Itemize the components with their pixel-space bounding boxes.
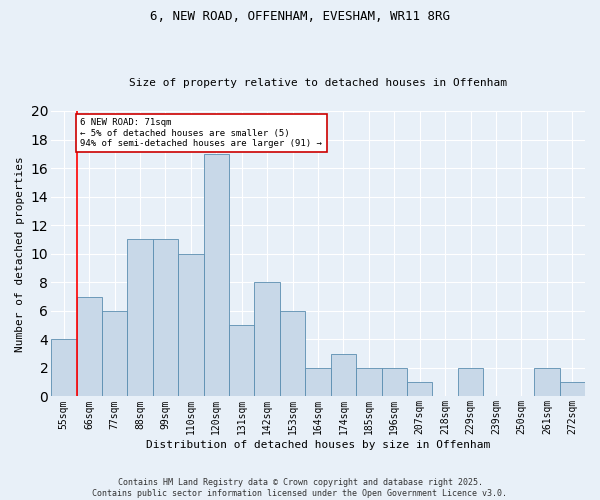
- Bar: [305, 368, 331, 396]
- Bar: [382, 368, 407, 396]
- X-axis label: Distribution of detached houses by size in Offenham: Distribution of detached houses by size …: [146, 440, 490, 450]
- Text: 6, NEW ROAD, OFFENHAM, EVESHAM, WR11 8RG: 6, NEW ROAD, OFFENHAM, EVESHAM, WR11 8RG: [150, 10, 450, 23]
- Bar: [127, 240, 153, 396]
- Bar: [560, 382, 585, 396]
- Bar: [51, 340, 77, 396]
- Bar: [229, 325, 254, 396]
- Bar: [356, 368, 382, 396]
- Bar: [331, 354, 356, 397]
- Title: Size of property relative to detached houses in Offenham: Size of property relative to detached ho…: [129, 78, 507, 88]
- Bar: [203, 154, 229, 396]
- Bar: [458, 368, 484, 396]
- Bar: [178, 254, 203, 396]
- Bar: [254, 282, 280, 397]
- Bar: [534, 368, 560, 396]
- Bar: [153, 240, 178, 396]
- Text: Contains HM Land Registry data © Crown copyright and database right 2025.
Contai: Contains HM Land Registry data © Crown c…: [92, 478, 508, 498]
- Bar: [407, 382, 433, 396]
- Bar: [102, 311, 127, 396]
- Text: 6 NEW ROAD: 71sqm
← 5% of detached houses are smaller (5)
94% of semi-detached h: 6 NEW ROAD: 71sqm ← 5% of detached house…: [80, 118, 322, 148]
- Bar: [77, 296, 102, 396]
- Y-axis label: Number of detached properties: Number of detached properties: [15, 156, 25, 352]
- Bar: [280, 311, 305, 396]
